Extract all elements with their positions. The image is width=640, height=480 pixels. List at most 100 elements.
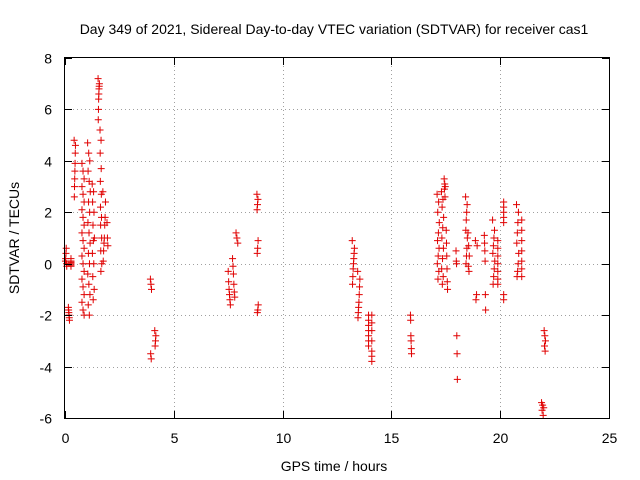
data-point-plus-marker	[224, 267, 232, 275]
data-point-plus-marker	[489, 216, 497, 224]
data-point-plus-marker	[518, 247, 526, 255]
x-tick-label: 20	[493, 430, 509, 446]
data-point-plus-marker	[70, 136, 78, 144]
data-point-plus-marker	[541, 347, 549, 355]
data-point-plus-marker	[453, 332, 461, 340]
data-point-plus-marker	[453, 260, 461, 268]
data-point-plus-marker	[90, 260, 98, 268]
data-point-plus-marker	[97, 165, 105, 173]
data-point-plus-marker	[146, 275, 154, 283]
data-point-plus-marker	[443, 278, 451, 286]
data-point-plus-marker	[84, 301, 92, 309]
x-tick-label: 0	[62, 430, 70, 446]
data-point-plus-marker	[518, 273, 526, 281]
x-axis-label: GPS time / hours	[281, 458, 388, 474]
data-point-plus-marker	[481, 291, 489, 299]
y-tick-label: -2	[40, 308, 53, 324]
data-point-plus-marker	[71, 159, 79, 167]
data-point-plus-marker	[439, 273, 447, 281]
data-point-plus-marker	[438, 280, 446, 288]
data-point-plus-marker	[453, 375, 461, 383]
data-point-plus-marker	[151, 342, 159, 350]
data-point-plus-marker	[230, 280, 238, 288]
data-point-plus-marker	[482, 306, 490, 314]
data-point-plus-marker	[473, 291, 481, 299]
data-point-plus-marker	[514, 260, 522, 268]
data-point-plus-marker	[490, 265, 498, 273]
x-tick-label: 10	[276, 430, 292, 446]
data-point-plus-marker	[78, 298, 86, 306]
data-point-plus-marker	[100, 247, 108, 255]
data-point-plus-marker	[368, 337, 376, 345]
data-point-plus-marker	[229, 270, 237, 278]
data-point-plus-marker	[494, 280, 502, 288]
data-point-plus-marker	[444, 285, 452, 293]
data-point-plus-marker	[99, 257, 107, 265]
data-point-plus-marker	[462, 193, 470, 201]
data-point-plus-marker	[439, 244, 447, 252]
data-point-plus-marker	[541, 332, 549, 340]
data-point-plus-marker	[434, 275, 442, 283]
data-point-plus-marker	[78, 229, 86, 237]
data-point-plus-marker	[518, 257, 526, 265]
data-point-plus-marker	[463, 201, 471, 209]
x-tick-label: 15	[384, 430, 400, 446]
data-point-plus-marker	[518, 237, 526, 245]
data-point-plus-marker	[433, 190, 441, 198]
data-point-plus-marker	[368, 319, 376, 327]
y-axis-label: SDTVAR / TECUs	[6, 182, 22, 294]
data-point-plus-marker	[103, 219, 111, 227]
data-point-plus-marker	[463, 208, 471, 216]
data-point-plus-marker	[65, 316, 73, 324]
data-point-plus-marker	[97, 267, 105, 275]
y-tick-label: 6	[44, 102, 52, 118]
data-point-plus-marker	[368, 327, 376, 335]
data-point-plus-marker	[89, 198, 97, 206]
data-point-plus-marker	[438, 203, 446, 211]
x-tick-label: 5	[171, 430, 179, 446]
data-point-plus-marker	[94, 105, 102, 113]
data-point-plus-marker	[88, 180, 96, 188]
data-point-plus-marker	[440, 175, 448, 183]
data-point-plus-marker	[434, 237, 442, 245]
y-tick-label: 0	[44, 257, 52, 273]
data-point-plus-marker	[443, 252, 451, 260]
data-point-plus-marker	[95, 95, 103, 103]
axis-ticks: 0 5 10 15 20 25 -6 -4 -2 0 2 4 6 8	[40, 51, 618, 447]
data-point-plus-marker	[78, 275, 86, 283]
data-point-plus-marker	[79, 190, 87, 198]
data-point-plus-marker	[229, 255, 237, 263]
data-point-plus-marker	[84, 270, 92, 278]
data-point-plus-marker	[101, 198, 109, 206]
data-point-plus-marker	[85, 229, 93, 237]
data-point-plus-marker	[500, 296, 508, 304]
data-point-plus-marker	[349, 280, 357, 288]
data-point-plus-marker	[86, 291, 94, 299]
data-point-plus-marker	[226, 301, 234, 309]
data-point-plus-marker	[464, 229, 472, 237]
data-point-plus-marker	[480, 231, 488, 239]
data-point-plus-marker	[462, 216, 470, 224]
data-point-plus-marker	[465, 242, 473, 250]
data-point-plus-marker	[78, 159, 86, 167]
data-point-plus-marker	[79, 283, 87, 291]
data-point-plus-marker	[97, 136, 105, 144]
data-point-plus-marker	[433, 260, 441, 268]
data-point-plus-marker	[464, 262, 472, 270]
data-point-plus-marker	[253, 309, 261, 317]
data-point-plus-marker	[481, 247, 489, 255]
data-point-plus-marker	[473, 242, 481, 250]
y-tick-label: 4	[44, 154, 52, 170]
data-point-plus-marker	[71, 167, 79, 175]
data-point-plus-marker	[354, 314, 362, 322]
data-point-plus-marker	[78, 206, 86, 214]
y-tick-label: -4	[40, 360, 53, 376]
data-point-plus-marker	[253, 206, 261, 214]
data-point-plus-marker	[79, 237, 87, 245]
grid-lines	[65, 58, 609, 418]
data-point-plus-marker	[407, 337, 415, 345]
data-point-plus-marker	[89, 237, 97, 245]
data-point-plus-marker	[471, 237, 479, 245]
data-point-plus-marker	[71, 183, 79, 191]
